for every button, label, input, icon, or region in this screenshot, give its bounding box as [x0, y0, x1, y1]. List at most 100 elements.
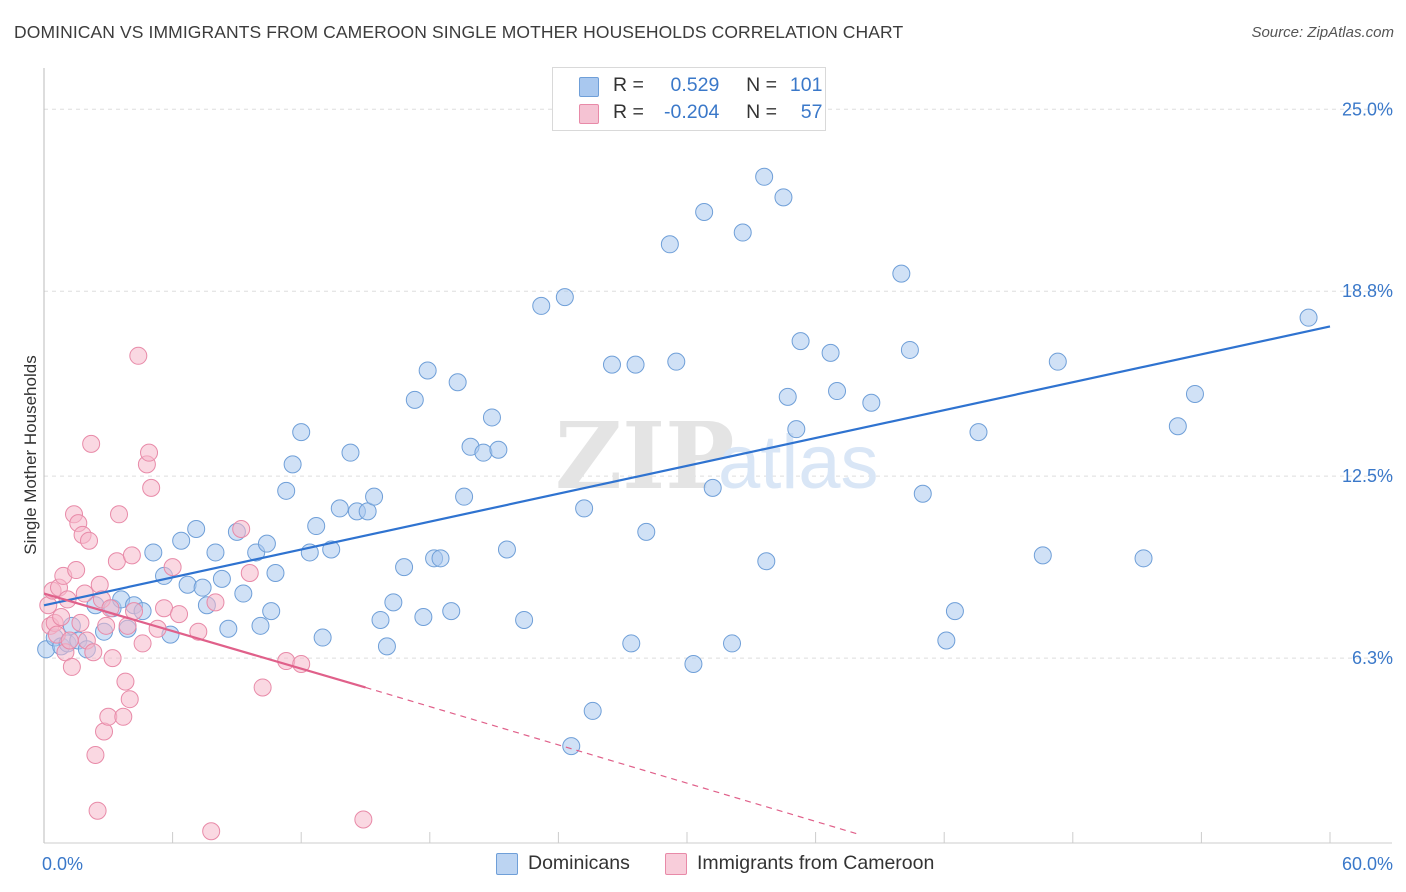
dominican-point — [193, 578, 212, 597]
cameroon-point — [122, 546, 141, 565]
cameroon-point — [116, 672, 135, 691]
dominican-point — [684, 654, 703, 673]
legend-swatch-blue — [579, 77, 599, 97]
dominican-point — [695, 203, 714, 222]
dominican-point — [442, 602, 461, 621]
dominican-point — [733, 223, 752, 242]
cameroon-point — [120, 690, 139, 709]
dominican-point — [626, 355, 645, 374]
source-note: Source: ZipAtlas.com — [1251, 24, 1394, 41]
cameroon-point — [232, 519, 251, 538]
dominican-point — [1299, 308, 1318, 327]
cameroon-point — [52, 608, 71, 627]
dominican-point — [562, 737, 581, 756]
dominican-point — [313, 628, 332, 647]
cameroon-point — [206, 593, 225, 612]
dominican-point — [667, 352, 686, 371]
legend-swatch-blue — [496, 853, 518, 875]
dominican-point — [774, 188, 793, 207]
dominican-point — [283, 455, 302, 474]
y-tick-label: 12.5% — [1342, 466, 1393, 486]
dominican-trend-line — [43, 325, 1331, 607]
x-tick-label-min: 0.0% — [42, 854, 83, 874]
dominican-point — [862, 393, 881, 412]
x-tick-label-max: 60.0% — [1342, 854, 1393, 874]
cameroon-point — [133, 634, 152, 653]
dominican-point — [787, 420, 806, 439]
dominican-point — [1168, 417, 1187, 436]
dominican-point — [1134, 549, 1153, 568]
cameroon-point — [202, 822, 221, 841]
legend-label-cameroon: Immigrants from Cameroon — [697, 852, 935, 874]
dominican-point — [266, 563, 285, 582]
dominican-point — [1033, 546, 1052, 565]
cameroon-point — [103, 649, 122, 668]
dominican-point — [431, 549, 450, 568]
dominican-point — [723, 634, 742, 653]
dominican-point — [583, 701, 602, 720]
dominican-point — [703, 478, 722, 497]
cameroon-point — [75, 584, 94, 603]
legend-r-value: 0.529 — [670, 74, 720, 96]
grid-layer — [43, 108, 1392, 843]
legend-r-label: R = — [613, 101, 644, 123]
cameroon-point — [114, 707, 133, 726]
cameroon-point — [170, 605, 189, 624]
dominican-point — [755, 167, 774, 186]
dominican-point — [377, 637, 396, 656]
dominican-point — [251, 616, 270, 635]
cameroon-point — [354, 810, 373, 829]
dominican-point — [322, 540, 341, 559]
dominican-point — [602, 355, 621, 374]
cameroon-point — [67, 561, 86, 580]
legend-n-value: 101 — [789, 74, 823, 96]
cameroon-point — [253, 678, 272, 697]
cameroon-point — [140, 443, 159, 462]
dominican-point — [187, 519, 206, 538]
y-tick-label: 18.8% — [1342, 281, 1393, 301]
dominican-point — [206, 543, 225, 562]
points-layer — [37, 167, 1318, 841]
dominican-point — [892, 264, 911, 283]
cameroon-point — [86, 745, 105, 764]
cameroon-point — [129, 346, 148, 365]
dominican-point — [178, 575, 197, 594]
dominican-point — [1185, 384, 1204, 403]
y-tick-labels: 6.3% 12.5% 18.8% 25.0% — [1342, 99, 1393, 668]
dominican-point — [778, 387, 797, 406]
chart-title: DOMINICAN VS IMMIGRANTS FROM CAMEROON SI… — [14, 22, 904, 42]
cameroon-point — [84, 643, 103, 662]
legend-swatch-pink — [665, 853, 687, 875]
legend-n-value: 57 — [800, 101, 823, 123]
dominican-point — [395, 558, 414, 577]
dominican-point — [913, 484, 932, 503]
dominican-point — [418, 361, 437, 380]
y-tick-label: 6.3% — [1352, 648, 1393, 668]
dominican-point — [969, 423, 988, 442]
dominican-point — [262, 602, 281, 621]
cameroon-point — [240, 563, 259, 582]
cameroon-point — [88, 801, 107, 820]
dominican-point — [219, 619, 238, 638]
y-tick-label: 25.0% — [1342, 99, 1393, 119]
cameroon-point — [60, 631, 79, 650]
series-legend: Dominicans Immigrants from Cameroon — [0, 852, 1406, 878]
dominican-point — [945, 602, 964, 621]
dominican-point — [497, 540, 516, 559]
dominican-point — [257, 534, 276, 553]
dominican-point — [660, 235, 679, 254]
legend-r-label: R = — [613, 74, 644, 96]
cameroon-point — [155, 599, 174, 618]
dominican-point — [1048, 352, 1067, 371]
dominican-point — [455, 487, 474, 506]
dominican-point — [828, 382, 847, 401]
cameroon-point — [62, 657, 81, 676]
dominican-point — [365, 487, 384, 506]
cameroon-point — [97, 616, 116, 635]
cameroon-trend-line — [43, 592, 366, 689]
dominican-point — [384, 593, 403, 612]
cameroon-point — [80, 531, 99, 550]
watermark-zip: ZIP — [555, 402, 734, 510]
legend-n-label: N = — [746, 74, 778, 96]
